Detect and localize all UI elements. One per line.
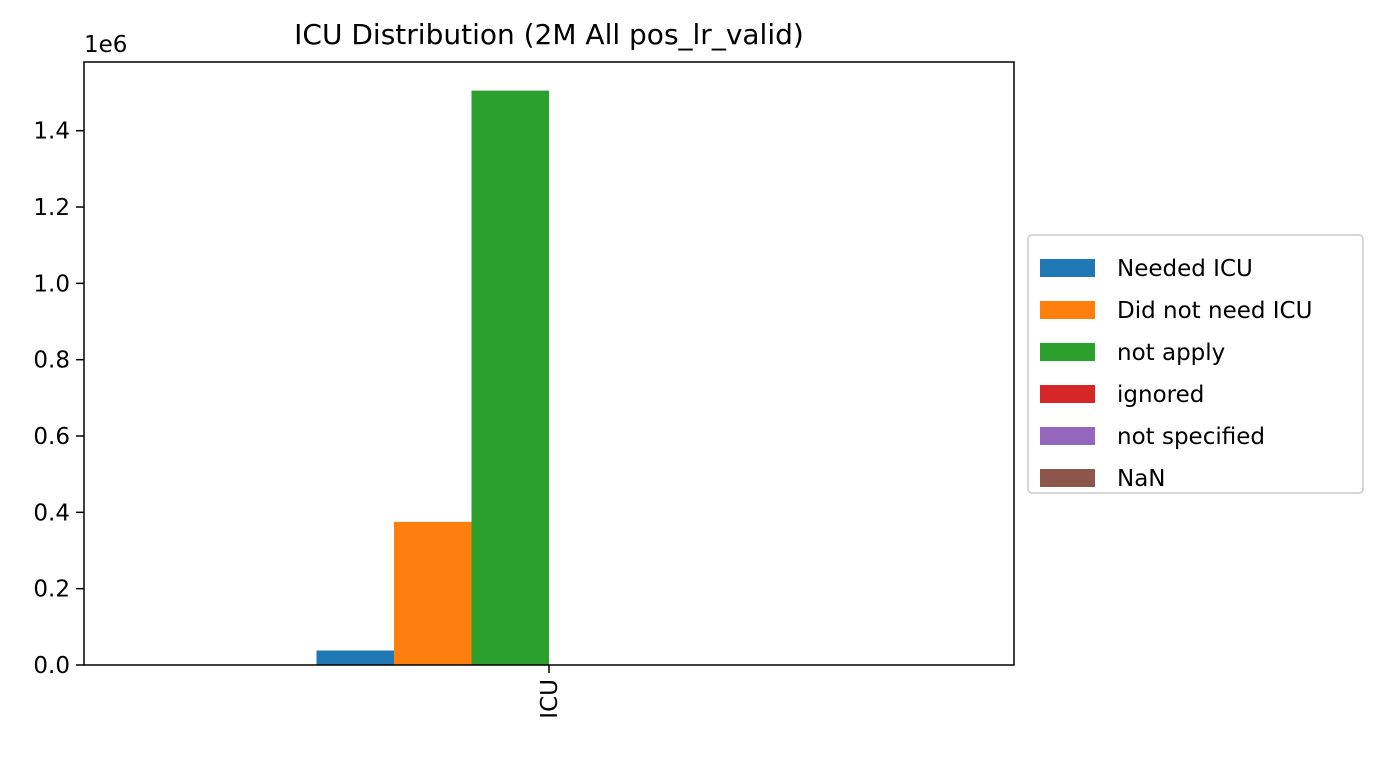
legend-swatch-not-apply xyxy=(1040,343,1095,361)
x-tick-label: ICU xyxy=(537,679,563,719)
legend-label-needed-icu: Needed ICU xyxy=(1117,256,1253,282)
legend-swatch-ignored xyxy=(1040,385,1095,403)
y-tick-label: 1.0 xyxy=(33,271,70,297)
legend-swatch-not-specified xyxy=(1040,427,1095,445)
legend-swatch-nan xyxy=(1040,469,1095,487)
legend-frame xyxy=(1027,234,1364,494)
bar-not-apply-icu xyxy=(471,90,549,666)
y-tick-label: 0.2 xyxy=(33,577,70,603)
y-tick-label: 0.4 xyxy=(33,500,70,526)
legend-label-nan: NaN xyxy=(1117,466,1166,492)
legend-label-ignored: ignored xyxy=(1117,382,1204,408)
legend: Needed ICU Did not need ICU not apply ignor… xyxy=(1027,234,1364,494)
legend-label-did-not-need-icu: Did not need ICU xyxy=(1117,298,1312,324)
y-axis-scale-label: 1e6 xyxy=(84,32,127,58)
y-tick-label: 1.4 xyxy=(33,119,70,145)
bar-did-not-need-icu-icu xyxy=(394,521,472,665)
y-tick-label: 0.8 xyxy=(33,348,70,374)
y-tick-label: 0.6 xyxy=(33,424,70,450)
chart-title: ICU Distribution (2M All pos_lr_valid) xyxy=(294,18,804,51)
bars-layer xyxy=(316,90,549,666)
plot-frame xyxy=(83,61,1015,666)
y-tick-label: 0.0 xyxy=(33,653,70,679)
legend-label-not-specified: not specified xyxy=(1117,424,1265,450)
legend-swatch-did-not-need-icu xyxy=(1040,301,1095,319)
axes-layer: ICU 0.0 0.2 0.4 0.6 0.8 1.0 1.2 1.4 xyxy=(33,61,1015,719)
legend-swatch-needed-icu xyxy=(1040,259,1095,277)
bar-needed-icu-icu xyxy=(316,650,394,665)
y-tick-label: 1.2 xyxy=(33,195,70,221)
legend-label-not-apply: not apply xyxy=(1117,340,1225,366)
